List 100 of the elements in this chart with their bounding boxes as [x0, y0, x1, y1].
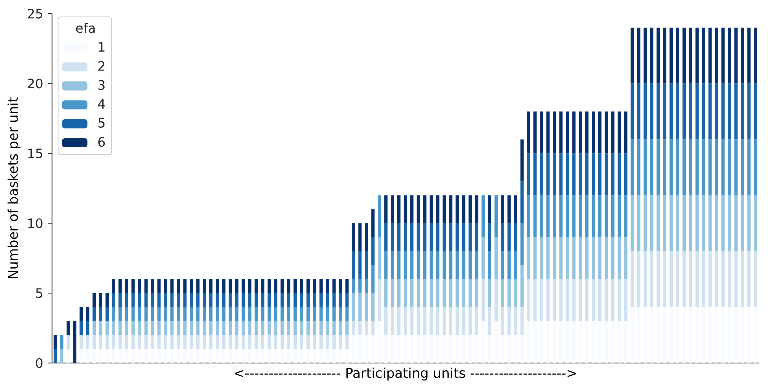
bar: [313, 279, 316, 294]
bar: [644, 28, 648, 84]
bar: [274, 279, 278, 294]
bar: [715, 196, 718, 252]
bar: [92, 321, 96, 336]
bar: [54, 335, 58, 350]
bar: [611, 154, 615, 196]
bar: [294, 321, 298, 336]
bar: [339, 307, 342, 322]
bar: [358, 293, 362, 322]
bar: [430, 224, 434, 252]
bar: [300, 307, 304, 322]
bar: [670, 28, 674, 84]
bar: [112, 279, 116, 294]
bar: [456, 224, 460, 252]
bar: [689, 196, 692, 252]
bar: [203, 321, 206, 336]
bar: [560, 238, 563, 280]
bar: [598, 196, 602, 238]
bar: [294, 307, 298, 322]
bar: [468, 196, 472, 224]
bar: [676, 28, 680, 84]
bar: [436, 196, 440, 224]
bar: [475, 279, 479, 308]
y-tick-label: 15: [28, 148, 42, 158]
bar: [300, 279, 304, 294]
bar: [696, 140, 699, 196]
bar: [488, 224, 492, 252]
bar: [358, 251, 362, 280]
bar: [274, 293, 278, 308]
bar: [475, 196, 479, 224]
bar: [151, 293, 154, 308]
bar: [527, 112, 530, 154]
bar: [748, 140, 751, 196]
bar: [306, 279, 310, 294]
bar: [196, 321, 200, 336]
bar: [410, 251, 414, 280]
bar: [656, 196, 660, 252]
bar: [656, 140, 660, 196]
bar: [520, 140, 524, 182]
bar: [514, 279, 518, 308]
bar: [592, 196, 596, 238]
bar: [449, 251, 453, 280]
bar: [676, 140, 680, 196]
bar: [203, 293, 206, 308]
bar: [106, 293, 110, 308]
bar: [372, 293, 375, 322]
bar: [254, 321, 258, 336]
bar: [708, 196, 712, 252]
bar: [416, 196, 420, 224]
bar: [274, 307, 278, 322]
bar: [132, 279, 135, 294]
bar: [663, 84, 667, 140]
bar: [656, 84, 660, 140]
bar: [586, 154, 589, 196]
bar: [650, 28, 654, 84]
bar: [306, 293, 310, 308]
bar: [346, 279, 349, 294]
bar: [287, 279, 291, 294]
bar: [728, 84, 732, 140]
bar: [384, 196, 388, 224]
bar: [482, 238, 486, 280]
bar: [209, 279, 213, 294]
bar: [125, 279, 128, 294]
bar: [540, 196, 544, 238]
bar: [468, 224, 472, 252]
bar: [358, 224, 362, 252]
bar: [553, 154, 556, 196]
bar: [423, 196, 427, 224]
bar: [566, 196, 570, 238]
bar: [630, 196, 634, 252]
bar: [696, 28, 699, 84]
bar: [728, 140, 732, 196]
bar: [644, 140, 648, 196]
bar: [242, 279, 246, 294]
bar: [384, 251, 388, 280]
bar: [177, 293, 180, 308]
bar: [534, 196, 537, 238]
bar: [436, 279, 440, 308]
bar: [209, 307, 213, 322]
bar: [598, 154, 602, 196]
bar: [372, 238, 375, 266]
bar: [527, 238, 530, 280]
bar: [734, 28, 738, 84]
bar: [404, 279, 408, 308]
bar: [398, 224, 401, 252]
bar: [508, 196, 511, 224]
bar: [715, 28, 718, 84]
bar: [99, 307, 103, 322]
bar: [423, 224, 427, 252]
bar: [170, 321, 174, 336]
bar: [624, 196, 628, 238]
bar: [339, 321, 342, 336]
bar: [734, 196, 738, 252]
bar: [449, 196, 453, 224]
legend-label: 5: [98, 118, 105, 128]
bar: [306, 321, 310, 336]
bar: [423, 251, 427, 280]
bar: [637, 140, 641, 196]
legend-label: 6: [98, 137, 106, 148]
